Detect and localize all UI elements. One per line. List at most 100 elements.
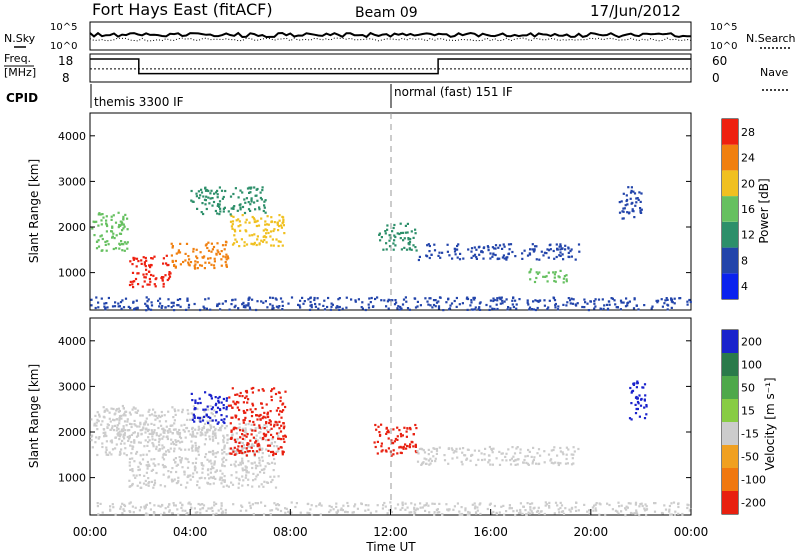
data-cell	[492, 297, 495, 300]
data-cell	[270, 395, 273, 398]
data-cell	[511, 250, 514, 254]
data-cell	[217, 509, 220, 512]
data-cell	[143, 474, 146, 477]
data-cell	[278, 305, 281, 308]
data-cell	[181, 408, 184, 411]
data-cell	[246, 401, 249, 404]
data-cell	[179, 263, 182, 266]
data-cell	[516, 458, 519, 461]
data-cell	[150, 458, 153, 461]
data-cell	[191, 445, 194, 448]
data-cell	[432, 455, 435, 458]
data-cell	[118, 435, 122, 438]
data-cell	[237, 427, 241, 430]
data-cell	[190, 392, 193, 395]
data-cell	[227, 404, 230, 407]
data-cell	[632, 307, 636, 310]
data-cell	[220, 504, 223, 507]
data-cell	[114, 424, 117, 427]
data-cell	[151, 257, 154, 260]
data-cell	[408, 308, 411, 311]
data-cell	[238, 477, 241, 480]
data-cell	[639, 404, 643, 407]
data-cell	[129, 280, 132, 283]
data-cell	[118, 430, 121, 433]
data-cell	[221, 472, 224, 475]
data-cell	[129, 468, 132, 471]
data-cell	[538, 512, 541, 515]
data-cell	[216, 406, 220, 409]
data-cell	[533, 280, 537, 284]
data-cell	[143, 445, 146, 448]
cpid-label: CPID	[6, 91, 38, 105]
data-cell	[175, 440, 178, 443]
data-cell	[243, 304, 246, 307]
data-cell	[441, 513, 444, 516]
data-cell	[416, 507, 419, 510]
data-cell	[556, 248, 559, 251]
data-cell	[425, 502, 428, 505]
data-cell	[270, 244, 273, 247]
data-cell	[511, 446, 514, 449]
data-cell	[277, 450, 280, 453]
data-cell	[643, 383, 647, 386]
data-cell	[249, 506, 252, 510]
data-cell	[417, 258, 420, 262]
data-cell	[249, 203, 252, 206]
data-cell	[162, 446, 166, 449]
data-cell	[677, 502, 680, 506]
data-cell	[189, 503, 192, 506]
data-cell	[629, 502, 632, 505]
data-cell	[94, 306, 97, 310]
data-cell	[151, 468, 155, 471]
data-cell	[508, 506, 511, 509]
data-cell	[218, 408, 222, 411]
y-tick-label: 3000	[58, 380, 86, 393]
data-cell	[152, 445, 155, 448]
data-cell	[244, 201, 247, 204]
data-cell	[239, 436, 242, 439]
data-cell	[145, 512, 148, 515]
data-cell	[237, 307, 240, 310]
data-cell	[97, 224, 100, 227]
data-cell	[668, 508, 671, 511]
data-cell	[146, 513, 149, 516]
data-cell	[182, 260, 185, 264]
data-cell	[212, 425, 215, 429]
data-cell	[495, 303, 498, 306]
data-cell	[100, 297, 103, 300]
data-cell	[521, 512, 524, 515]
data-cell	[638, 394, 641, 397]
beam-label: Beam 09	[355, 5, 418, 21]
data-cell	[202, 195, 205, 198]
data-cell	[176, 298, 179, 301]
data-cell	[341, 509, 344, 512]
data-cell	[281, 221, 284, 225]
data-cell	[217, 400, 220, 403]
data-cell	[439, 296, 442, 299]
data-cell	[276, 445, 279, 448]
data-cell	[245, 391, 249, 394]
data-cell	[232, 400, 235, 403]
data-cell	[123, 225, 126, 228]
data-cell	[485, 303, 488, 307]
data-cell	[666, 298, 669, 301]
data-cell	[249, 439, 252, 442]
data-cell	[233, 446, 236, 449]
data-cell	[218, 395, 221, 399]
data-cell	[651, 305, 654, 308]
data-cell	[443, 454, 446, 457]
data-cell	[503, 257, 506, 260]
data-cell	[234, 230, 237, 233]
data-cell	[174, 413, 177, 416]
data-cell	[285, 507, 288, 510]
data-cell	[201, 202, 204, 205]
data-cell	[574, 506, 577, 509]
data-cell	[224, 256, 227, 259]
data-cell	[281, 244, 284, 247]
data-cell	[670, 513, 673, 516]
data-cell	[128, 461, 131, 464]
data-cell	[531, 512, 534, 515]
data-cell	[243, 446, 246, 450]
